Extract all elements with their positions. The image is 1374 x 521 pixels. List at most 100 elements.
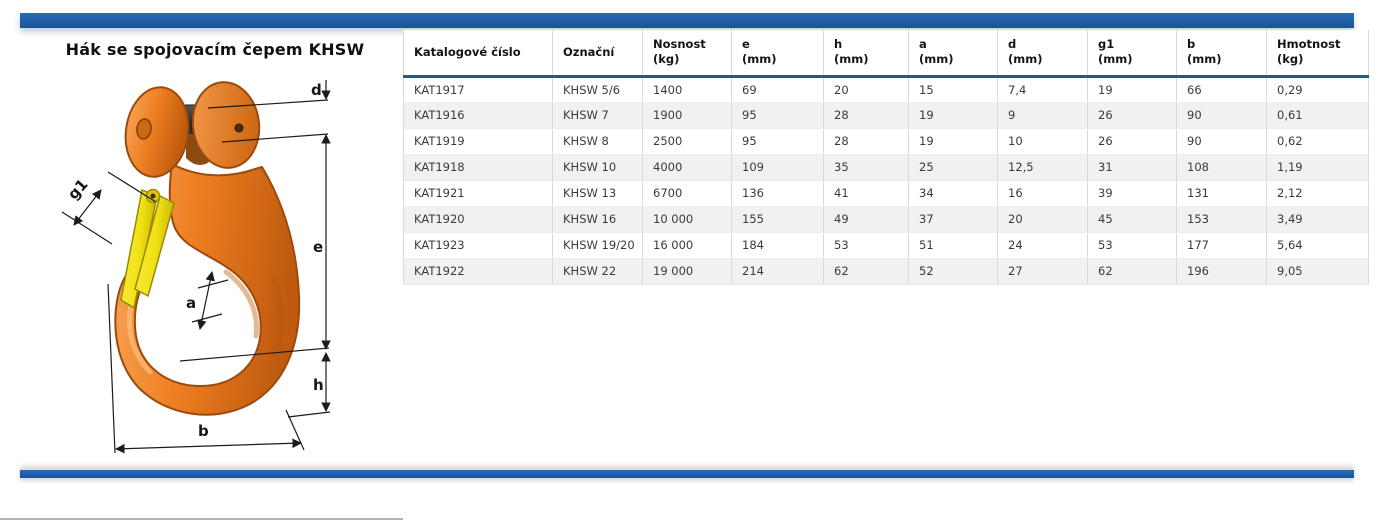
table-row: KAT1917 KHSW 5/6 1400 69 20 15 7,4 19 66 0,29: [403, 76, 1369, 103]
table-cell-a: 15: [908, 76, 998, 103]
table-header-row: Katalogové číslo Označní Nosnost (kg) e (mm) h…: [403, 30, 1369, 78]
table-cell-g1: 62: [1087, 258, 1177, 285]
table-cell-b: 66: [1176, 76, 1267, 103]
column-header-a: a (mm): [908, 30, 998, 78]
clevis-and-pin: [124, 81, 261, 178]
dimension-lines: [61, 80, 331, 454]
table-cell-katalogove-cislo: KAT1923: [403, 232, 553, 259]
table-cell-d: 16: [997, 180, 1088, 207]
table-cell-e: 109: [731, 154, 824, 181]
table-cell-oznacni: KHSW 5/6: [552, 76, 643, 103]
table-cell-e: 95: [731, 102, 824, 129]
table-row: KAT1918 KHSW 10 4000 109 35 25 12,5 31 108 1,19: [403, 154, 1369, 181]
table-cell-nosnost: 6700: [642, 180, 732, 207]
table-cell-oznacni: KHSW 22: [552, 258, 643, 285]
table-cell-a: 25: [908, 154, 998, 181]
clevis-left-lobe: [124, 86, 190, 178]
table-cell-b: 131: [1176, 180, 1267, 207]
table-cell-d: 27: [997, 258, 1088, 285]
table-cell-a: 37: [908, 206, 998, 233]
table-cell-nosnost: 1400: [642, 76, 732, 103]
table-cell-g1: 31: [1087, 154, 1177, 181]
table-cell-katalogove-cislo: KAT1918: [403, 154, 553, 181]
table-cell-h: 20: [823, 76, 909, 103]
top-accent-bar: [20, 13, 1354, 28]
dim-e-label: e: [313, 238, 323, 256]
table-cell-h: 35: [823, 154, 909, 181]
table-cell-g1: 39: [1087, 180, 1177, 207]
table-cell-b: 108: [1176, 154, 1267, 181]
table-cell-b: 196: [1176, 258, 1267, 285]
column-header-hmotnost: Hmotnost (kg): [1266, 30, 1369, 78]
table-row: KAT1922 KHSW 22 19 000 214 62 52 27 62 196 9,05: [403, 258, 1369, 285]
table-body: KAT1917 KHSW 5/6 1400 69 20 15 7,4 19 66 0,29 KAT1…: [403, 76, 1369, 285]
table-cell-hmotnost: 3,49: [1266, 206, 1369, 233]
table-cell-g1: 45: [1087, 206, 1177, 233]
table-cell-nosnost: 10 000: [642, 206, 732, 233]
product-illustration: d e g1 a h b: [30, 72, 400, 464]
table-cell-e: 184: [731, 232, 824, 259]
table-row: KAT1916 KHSW 7 1900 95 28 19 9 26 90 0,61: [403, 102, 1369, 129]
table-cell-oznacni: KHSW 13: [552, 180, 643, 207]
table-cell-d: 20: [997, 206, 1088, 233]
table-cell-b: 153: [1176, 206, 1267, 233]
table-cell-katalogove-cislo: KAT1916: [403, 102, 553, 129]
table-cell-katalogove-cislo: KAT1921: [403, 180, 553, 207]
table-cell-oznacni: KHSW 19/20: [552, 232, 643, 259]
table-cell-h: 28: [823, 128, 909, 155]
table-cell-g1: 19: [1087, 76, 1177, 103]
table-cell-oznacni: KHSW 10: [552, 154, 643, 181]
table-row: KAT1923 KHSW 19/20 16 000 184 53 51 24 53 177 5,6…: [403, 232, 1369, 259]
table-cell-hmotnost: 2,12: [1266, 180, 1369, 207]
column-header-nosnost: Nosnost (kg): [642, 30, 732, 78]
table-cell-d: 24: [997, 232, 1088, 259]
table-cell-katalogove-cislo: KAT1922: [403, 258, 553, 285]
table-cell-e: 155: [731, 206, 824, 233]
table-cell-e: 214: [731, 258, 824, 285]
table-cell-d: 9: [997, 102, 1088, 129]
table-cell-e: 69: [731, 76, 824, 103]
table-cell-hmotnost: 0,61: [1266, 102, 1369, 129]
clevis-left-hole: [136, 118, 152, 140]
safety-latch: [120, 188, 175, 309]
table-cell-b: 90: [1176, 128, 1267, 155]
bottom-left-rule: [0, 518, 403, 520]
table-row: KAT1919 KHSW 8 2500 95 28 19 10 26 90 0,62: [403, 128, 1369, 155]
table-cell-h: 41: [823, 180, 909, 207]
table-cell-a: 19: [908, 128, 998, 155]
column-header-b: b (mm): [1176, 30, 1267, 78]
table-row: KAT1920 KHSW 16 10 000 155 49 37 20 45 153 3,49: [403, 206, 1369, 233]
table-cell-a: 34: [908, 180, 998, 207]
table-cell-katalogove-cislo: KAT1920: [403, 206, 553, 233]
table-cell-oznacni: KHSW 8: [552, 128, 643, 155]
table-cell-nosnost: 1900: [642, 102, 732, 129]
table-cell-a: 52: [908, 258, 998, 285]
table-cell-d: 7,4: [997, 76, 1088, 103]
table-cell-hmotnost: 1,19: [1266, 154, 1369, 181]
table-cell-katalogove-cislo: KAT1919: [403, 128, 553, 155]
page-title: Hák se spojovacím čepem KHSW: [65, 40, 365, 59]
dim-g1-label: g1: [64, 175, 92, 203]
table-cell-g1: 26: [1087, 128, 1177, 155]
table-cell-e: 136: [731, 180, 824, 207]
column-header-katalogove-cislo: Katalogové číslo: [403, 30, 553, 78]
table-cell-e: 95: [731, 128, 824, 155]
hook-body: [114, 163, 301, 416]
table-cell-nosnost: 19 000: [642, 258, 732, 285]
table-cell-hmotnost: 9,05: [1266, 258, 1369, 285]
hook-diagram: d e g1 a h b: [61, 80, 331, 454]
dim-a-label: a: [186, 294, 196, 312]
dim-h-label: h: [313, 376, 324, 394]
column-header-e: e (mm): [731, 30, 824, 78]
table-cell-h: 62: [823, 258, 909, 285]
table-cell-nosnost: 4000: [642, 154, 732, 181]
column-header-d: d (mm): [997, 30, 1088, 78]
table-cell-hmotnost: 0,62: [1266, 128, 1369, 155]
table-cell-oznacni: KHSW 7: [552, 102, 643, 129]
table-cell-hmotnost: 5,64: [1266, 232, 1369, 259]
spec-table: Katalogové číslo Označní Nosnost (kg) e (mm) h…: [403, 30, 1369, 285]
dim-b-label: b: [198, 422, 209, 440]
pin-retainer-dot: [234, 123, 244, 133]
column-header-h: h (mm): [823, 30, 909, 78]
